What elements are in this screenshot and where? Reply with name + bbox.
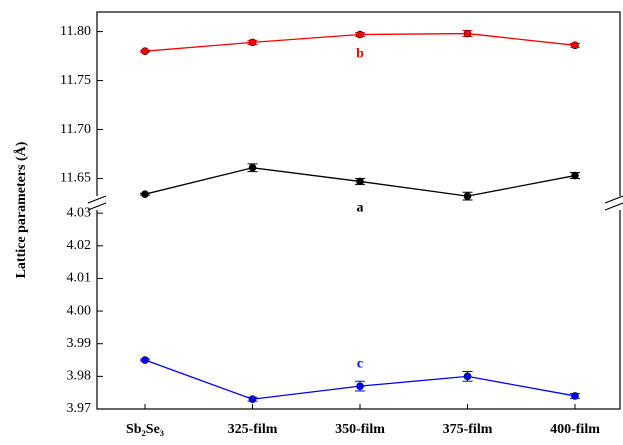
data-point — [356, 382, 364, 390]
data-point — [356, 177, 364, 186]
data-point — [571, 41, 579, 50]
plot-frame — [96, 11, 621, 410]
data-point — [141, 47, 149, 55]
data-point — [248, 163, 257, 172]
x-tick-label: 325-film — [228, 422, 278, 437]
data-point — [248, 395, 257, 404]
data-point — [463, 29, 472, 38]
y-tick-label: 3.98 — [67, 369, 92, 384]
axis-break-gap — [86, 196, 106, 210]
data-point — [463, 372, 472, 381]
y-tick-label: 4.00 — [67, 303, 92, 318]
x-tick-label: 350-film — [335, 422, 385, 437]
x-tick-label: 400-film — [550, 422, 600, 437]
y-tick-label: 3.99 — [67, 336, 92, 351]
x-tick-label: Sb₂Se₃ — [126, 422, 164, 437]
y-tick-label: 11.75 — [60, 73, 91, 88]
y-tick-label: 4.02 — [67, 238, 92, 253]
data-point — [571, 392, 579, 400]
x-tick-label: 375-film — [443, 422, 493, 437]
series-label: b — [356, 47, 364, 62]
data-point — [141, 356, 149, 364]
y-tick-label: 3.97 — [67, 401, 92, 416]
y-axis-label: Lattice parameters (Å) — [13, 141, 29, 278]
series-label: c — [357, 356, 363, 371]
data-point — [356, 30, 364, 39]
y-tick-label: 11.70 — [60, 122, 91, 137]
series-label: a — [357, 201, 364, 216]
axis-break-mark — [87, 195, 623, 211]
y-tick-label: 11.65 — [60, 171, 91, 186]
data-point — [141, 190, 149, 198]
y-tick-label: 4.03 — [67, 205, 92, 220]
data-point — [248, 38, 257, 47]
y-tick-label: 4.01 — [67, 271, 92, 286]
data-point — [571, 171, 579, 180]
data-point — [463, 192, 472, 200]
y-tick-label: 11.80 — [60, 24, 91, 39]
